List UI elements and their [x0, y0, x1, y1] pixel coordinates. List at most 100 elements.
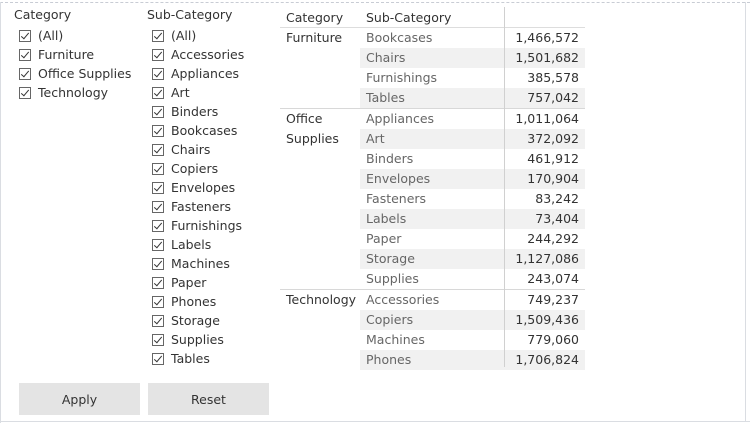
dashboard-bottom-border: [0, 421, 750, 422]
subcategory-option[interactable]: Copiers: [147, 159, 244, 178]
subcategory-option[interactable]: Storage: [147, 311, 244, 330]
category-option[interactable]: (All): [14, 26, 131, 45]
table-row[interactable]: Appliances 1,011,064: [280, 109, 585, 129]
category-option-label: (All): [38, 28, 64, 43]
checkbox-checked-icon[interactable]: [152, 124, 164, 137]
subcategory-option-label: Labels: [171, 237, 212, 252]
subcategory-option[interactable]: Chairs: [147, 140, 244, 159]
checkbox-checked-icon[interactable]: [152, 162, 164, 175]
subcategory-option[interactable]: Labels: [147, 235, 244, 254]
checkbox-checked-icon[interactable]: [152, 314, 164, 327]
checkbox-checked-icon[interactable]: [19, 48, 31, 61]
checkbox-checked-icon[interactable]: [152, 276, 164, 289]
checkbox-checked-icon[interactable]: [19, 67, 31, 80]
subcategory-column-header[interactable]: Sub-Category: [366, 10, 452, 25]
table-row[interactable]: Furnishings 385,578: [280, 68, 585, 88]
subcategory-option-label: Furnishings: [171, 218, 243, 233]
subcategory-option-label: Machines: [171, 256, 230, 271]
sales-value-cell: 461,912: [527, 151, 579, 166]
category-option[interactable]: Furniture: [14, 45, 131, 64]
subcategory-cell: Binders: [366, 151, 414, 166]
sales-value-cell: 1,706,824: [515, 352, 579, 367]
subcategory-option[interactable]: Tables: [147, 349, 244, 368]
sales-value-cell: 170,904: [527, 171, 579, 186]
checkbox-checked-icon[interactable]: [19, 29, 31, 42]
checkbox-checked-icon[interactable]: [152, 29, 164, 42]
subcategory-option[interactable]: Furnishings: [147, 216, 244, 235]
dashboard-right-border: [745, 2, 746, 421]
subcategory-filter-title: Sub-Category: [147, 7, 233, 22]
table-row[interactable]: Fasteners 83,242: [280, 189, 585, 209]
checkbox-checked-icon[interactable]: [152, 105, 164, 118]
category-option[interactable]: Technology: [14, 83, 131, 102]
subcategory-cell: Storage: [366, 251, 415, 266]
table-row[interactable]: Storage 1,127,086: [280, 249, 585, 269]
table-row[interactable]: Accessories 749,237: [280, 290, 585, 310]
category-filter-title: Category: [14, 7, 72, 22]
subcategory-option[interactable]: Accessories: [147, 45, 244, 64]
checkbox-checked-icon[interactable]: [19, 86, 31, 99]
subcategory-cell: Phones: [366, 352, 412, 367]
category-option-label: Office Supplies: [38, 66, 132, 81]
reset-button[interactable]: Reset: [148, 383, 269, 415]
subcategory-option[interactable]: Art: [147, 83, 244, 102]
sales-value-cell: 83,242: [535, 191, 579, 206]
checkbox-checked-icon[interactable]: [152, 352, 164, 365]
table-row[interactable]: Labels 73,404: [280, 209, 585, 229]
subcategory-cell: Copiers: [366, 312, 414, 327]
table-row[interactable]: Binders 461,912: [280, 149, 585, 169]
subcategory-option-label: Appliances: [171, 66, 240, 81]
subcategory-option[interactable]: Machines: [147, 254, 244, 273]
table-row[interactable]: Chairs 1,501,682: [280, 48, 585, 68]
subcategory-option[interactable]: Phones: [147, 292, 244, 311]
subcategory-option[interactable]: (All): [147, 26, 244, 45]
subcategory-option-label: Storage: [171, 313, 220, 328]
table-row[interactable]: Art 372,092: [280, 129, 585, 149]
apply-button[interactable]: Apply: [19, 383, 140, 415]
subcategory-option-label: Copiers: [171, 161, 219, 176]
subcategory-option-label: Paper: [171, 275, 207, 290]
checkbox-checked-icon[interactable]: [152, 48, 164, 61]
checkbox-checked-icon[interactable]: [152, 219, 164, 232]
subcategory-option[interactable]: Envelopes: [147, 178, 244, 197]
subcategory-filter-list: (All) Accessories Appliances Art Binders Book…: [147, 26, 244, 368]
subcategory-cell: Accessories: [366, 292, 440, 307]
checkbox-checked-icon[interactable]: [152, 295, 164, 308]
category-column-header[interactable]: Category: [286, 10, 344, 25]
dashboard-left-border: [0, 2, 1, 423]
checkbox-checked-icon[interactable]: [152, 86, 164, 99]
subcategory-option[interactable]: Paper: [147, 273, 244, 292]
checkbox-checked-icon[interactable]: [152, 181, 164, 194]
category-cell-background: [280, 310, 360, 330]
table-row[interactable]: Envelopes 170,904: [280, 169, 585, 189]
checkbox-checked-icon[interactable]: [152, 238, 164, 251]
subcategory-option-label: Envelopes: [171, 180, 236, 195]
checkbox-checked-icon[interactable]: [152, 200, 164, 213]
subcategory-option[interactable]: Supplies: [147, 330, 244, 349]
checkbox-checked-icon[interactable]: [152, 67, 164, 80]
subcategory-cell: Chairs: [366, 50, 406, 65]
subcategory-cell: Envelopes: [366, 171, 431, 186]
subcategory-option[interactable]: Binders: [147, 102, 244, 121]
table-row[interactable]: Machines 779,060: [280, 330, 585, 350]
subcategory-cell: Bookcases: [366, 30, 433, 45]
table-row[interactable]: Supplies 243,074: [280, 269, 585, 289]
table-row[interactable]: Bookcases 1,466,572: [280, 28, 585, 48]
category-group: Accessories 749,237 Copiers 1,509,436 Machin…: [280, 290, 585, 370]
table-row[interactable]: Copiers 1,509,436: [280, 310, 585, 330]
table-row[interactable]: Paper 244,292: [280, 229, 585, 249]
checkbox-checked-icon[interactable]: [152, 257, 164, 270]
subcategory-cell: Supplies: [366, 271, 419, 286]
value-column-divider: [504, 7, 505, 367]
category-option[interactable]: Office Supplies: [14, 64, 131, 83]
subcategory-cell: Art: [366, 131, 385, 146]
subcategory-option[interactable]: Appliances: [147, 64, 244, 83]
subcategory-option[interactable]: Bookcases: [147, 121, 244, 140]
checkbox-checked-icon[interactable]: [152, 333, 164, 346]
table-row[interactable]: Phones 1,706,824: [280, 350, 585, 370]
subcategory-cell: Paper: [366, 231, 402, 246]
checkbox-checked-icon[interactable]: [152, 143, 164, 156]
subcategory-option[interactable]: Fasteners: [147, 197, 244, 216]
category-filter: Category (All) Furniture Office Supplies Te…: [14, 6, 131, 102]
table-row[interactable]: Tables 757,042: [280, 88, 585, 108]
